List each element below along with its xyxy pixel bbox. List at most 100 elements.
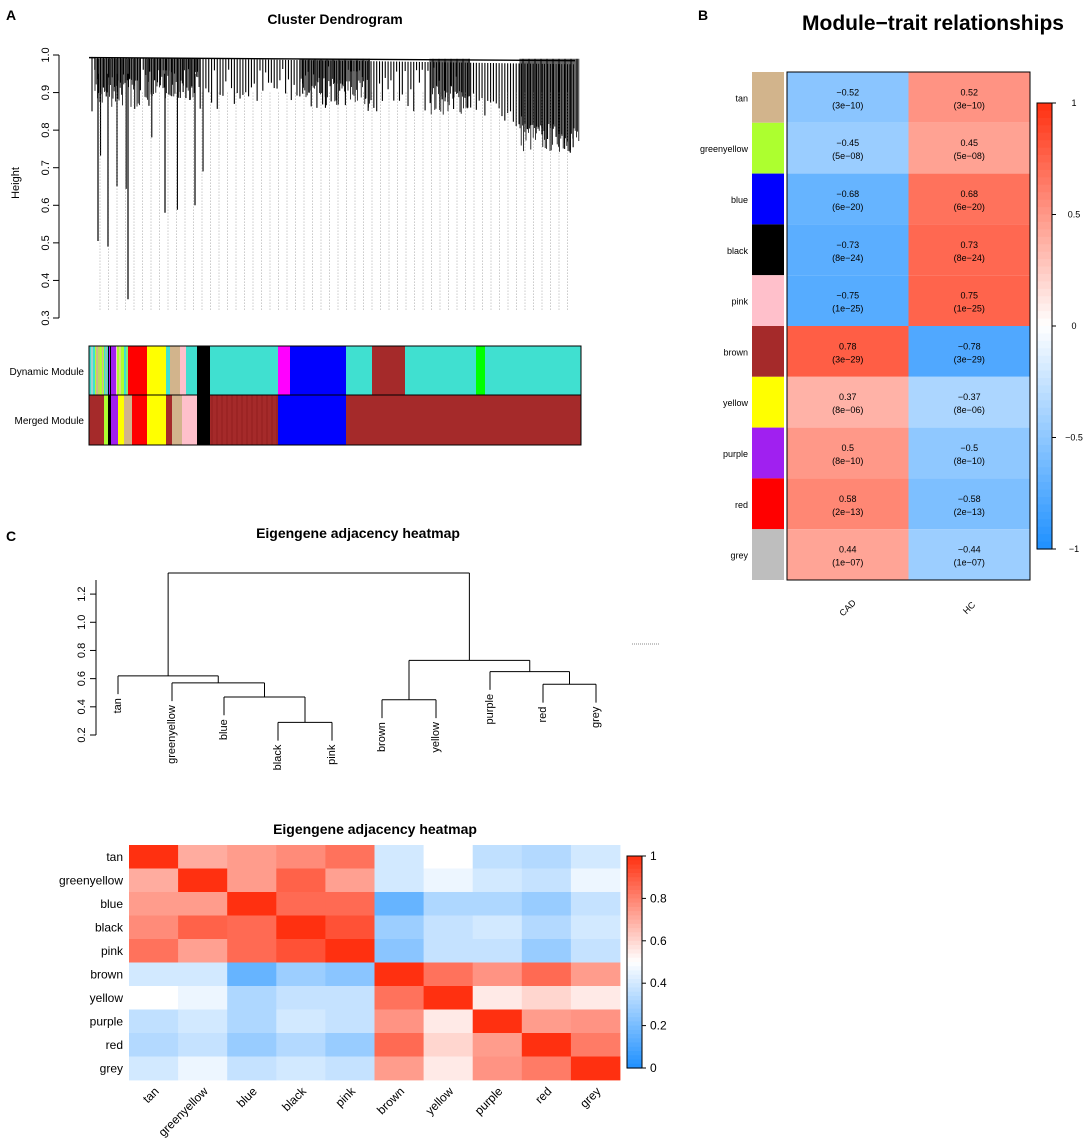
heatmap-cell-greenyellow-black [276, 868, 326, 893]
trait-cell-greenyellow-HC [908, 122, 1030, 174]
heatmap-cell-grey-pink [325, 1056, 375, 1081]
colorbar-b-step [1037, 326, 1052, 335]
heatmap-cell-grey-brown [374, 1056, 424, 1081]
trait-corr-red-HC: −0.58 [958, 494, 981, 504]
trait-cell-black-CAD [787, 224, 909, 276]
heatmap-row-label-black: black [95, 920, 124, 934]
colorbar-c-step [627, 1063, 642, 1069]
eigengene-leaf-label-yellow: yellow [430, 722, 442, 753]
colorbar-b-step [1037, 244, 1052, 253]
colorbar-b-step [1037, 363, 1052, 372]
heatmap-cell-yellow-black [276, 986, 326, 1010]
heatmap-cell-tan-brown [374, 845, 424, 869]
heatmap-cell-tan-pink [325, 845, 375, 869]
eigengene-ytick-label: 0.8 [76, 643, 88, 658]
heatmap-cell-brown-greenyellow [178, 962, 228, 987]
eigengene-ytick-label: 1.2 [76, 586, 88, 601]
heatmap-cell-black-tan [129, 915, 179, 940]
eigengene-leaf-label-blue: blue [218, 719, 230, 740]
heatmap-cell-blue-tan [129, 892, 179, 916]
trait-corr-tan-HC: 0.52 [960, 87, 978, 97]
colorbar-c-step [627, 987, 642, 993]
panel-c: C Eigengene adjacency heatmap 0.20.40.60… [6, 525, 667, 1139]
trait-pvalue-tan-CAD: (3e−10) [832, 100, 863, 110]
eigengene-leaf-label-greenyellow: greenyellow [166, 705, 178, 764]
trait-cell-tan-CAD [787, 72, 909, 123]
colorbar-c-step [627, 1017, 642, 1022]
colorbar-c-step [627, 1042, 642, 1048]
module-swatch-greenyellow [752, 122, 784, 174]
module-trait-frame [786, 71, 1031, 581]
heatmap-cell-pink-pink [325, 939, 375, 963]
heatmap-cell-black-pink [325, 915, 375, 940]
module-label-brown: brown [723, 347, 748, 357]
colorbar-c-frame [626, 855, 643, 1069]
heatmap-cell-red-brown [374, 1033, 424, 1057]
colorbar-b-step [1037, 266, 1052, 275]
heatmap-row-label-greenyellow: greenyellow [59, 873, 123, 887]
colorbar-b-step [1037, 125, 1052, 134]
colorbar-c-step [627, 894, 642, 899]
colorbar-b-step [1037, 437, 1052, 446]
heatmap-cell-pink-blue [227, 939, 277, 963]
colorbar-b-step [1037, 169, 1052, 178]
colorbar-c-step [627, 978, 642, 984]
dynamic-module-segment [180, 346, 186, 395]
trait-cell-red-HC [908, 478, 1030, 530]
colorbar-c-step [627, 966, 642, 972]
heatmap-cell-brown-pink [325, 962, 375, 987]
eigengene-leaf-label-black: black [272, 744, 284, 770]
heatmap-cell-black-greenyellow [178, 915, 228, 940]
heatmap-cell-greenyellow-brown [374, 868, 424, 893]
trait-pvalue-greenyellow-CAD: (5e−08) [832, 151, 863, 161]
heatmap-col-label-purple: purple [472, 1084, 506, 1118]
trait-corr-greenyellow-HC: 0.45 [960, 138, 978, 148]
trait-pvalue-purple-CAD: (8e−10) [832, 456, 863, 466]
module-swatch-yellow [752, 376, 784, 428]
colorbar-c-step [627, 1038, 642, 1044]
colorbar-c-step [627, 877, 642, 883]
heatmap-cell-yellow-brown [374, 986, 424, 1010]
heatmap-cell-yellow-pink [325, 986, 375, 1010]
dynamic-module-segment [128, 346, 132, 395]
colorbar-c-tick-label: 0.8 [650, 891, 667, 905]
heatmap-cell-tan-blue [227, 845, 277, 869]
colorbar-c-step [627, 932, 642, 938]
heatmap-cell-grey-black [276, 1056, 326, 1081]
colorbar-b-tick-label: 0 [1071, 321, 1076, 331]
colorbar-c-tick-label: 0 [650, 1061, 657, 1075]
colorbar-c-step [627, 953, 642, 959]
colorbar-b-step [1037, 422, 1052, 431]
dynamic-module-segment [186, 346, 197, 395]
heatmap-cell-blue-black [276, 892, 326, 916]
colorbar-b-step [1037, 541, 1052, 550]
colorbar-b-step [1037, 340, 1052, 349]
heatmap-cell-grey-red [521, 1056, 572, 1081]
trait-corr-purple-CAD: 0.5 [841, 443, 854, 453]
heatmap-row-label-yellow: yellow [90, 991, 124, 1005]
colorbar-b-step [1037, 251, 1052, 260]
merged-module-segment [111, 395, 118, 445]
colorbar-b-tick-label: 1 [1071, 98, 1076, 108]
trait-pvalue-black-HC: (8e−24) [954, 253, 985, 263]
heatmap-cell-red-tan [129, 1033, 179, 1057]
heatmap-cell-pink-yellow [423, 939, 474, 963]
colorbar-b-step [1037, 132, 1052, 141]
panel-a-ytick-label: 0.6 [40, 198, 52, 213]
colorbar-c-step [627, 911, 642, 916]
heatmap-cell-blue-grey [570, 892, 621, 916]
trait-corr-grey-CAD: 0.44 [839, 545, 857, 555]
module-label-red: red [735, 500, 748, 510]
dynamic-module-segment [124, 346, 128, 395]
colorbar-b-step [1037, 400, 1052, 409]
heatmap-cell-blue-blue [227, 892, 277, 916]
panel-b-title: Module−trait relationships [802, 12, 1064, 35]
trait-corr-brown-HC: −0.78 [958, 341, 981, 351]
heatmap-cell-blue-brown [374, 892, 424, 916]
dynamic-module-segment [132, 346, 147, 395]
heatmap-cell-purple-brown [374, 1009, 424, 1034]
colorbar-b-step [1037, 281, 1052, 290]
heatmap-col-label-greenyellow: greenyellow [156, 1084, 211, 1139]
heatmap-cell-red-red [521, 1033, 572, 1057]
trait-pvalue-greenyellow-HC: (5e−08) [954, 151, 985, 161]
